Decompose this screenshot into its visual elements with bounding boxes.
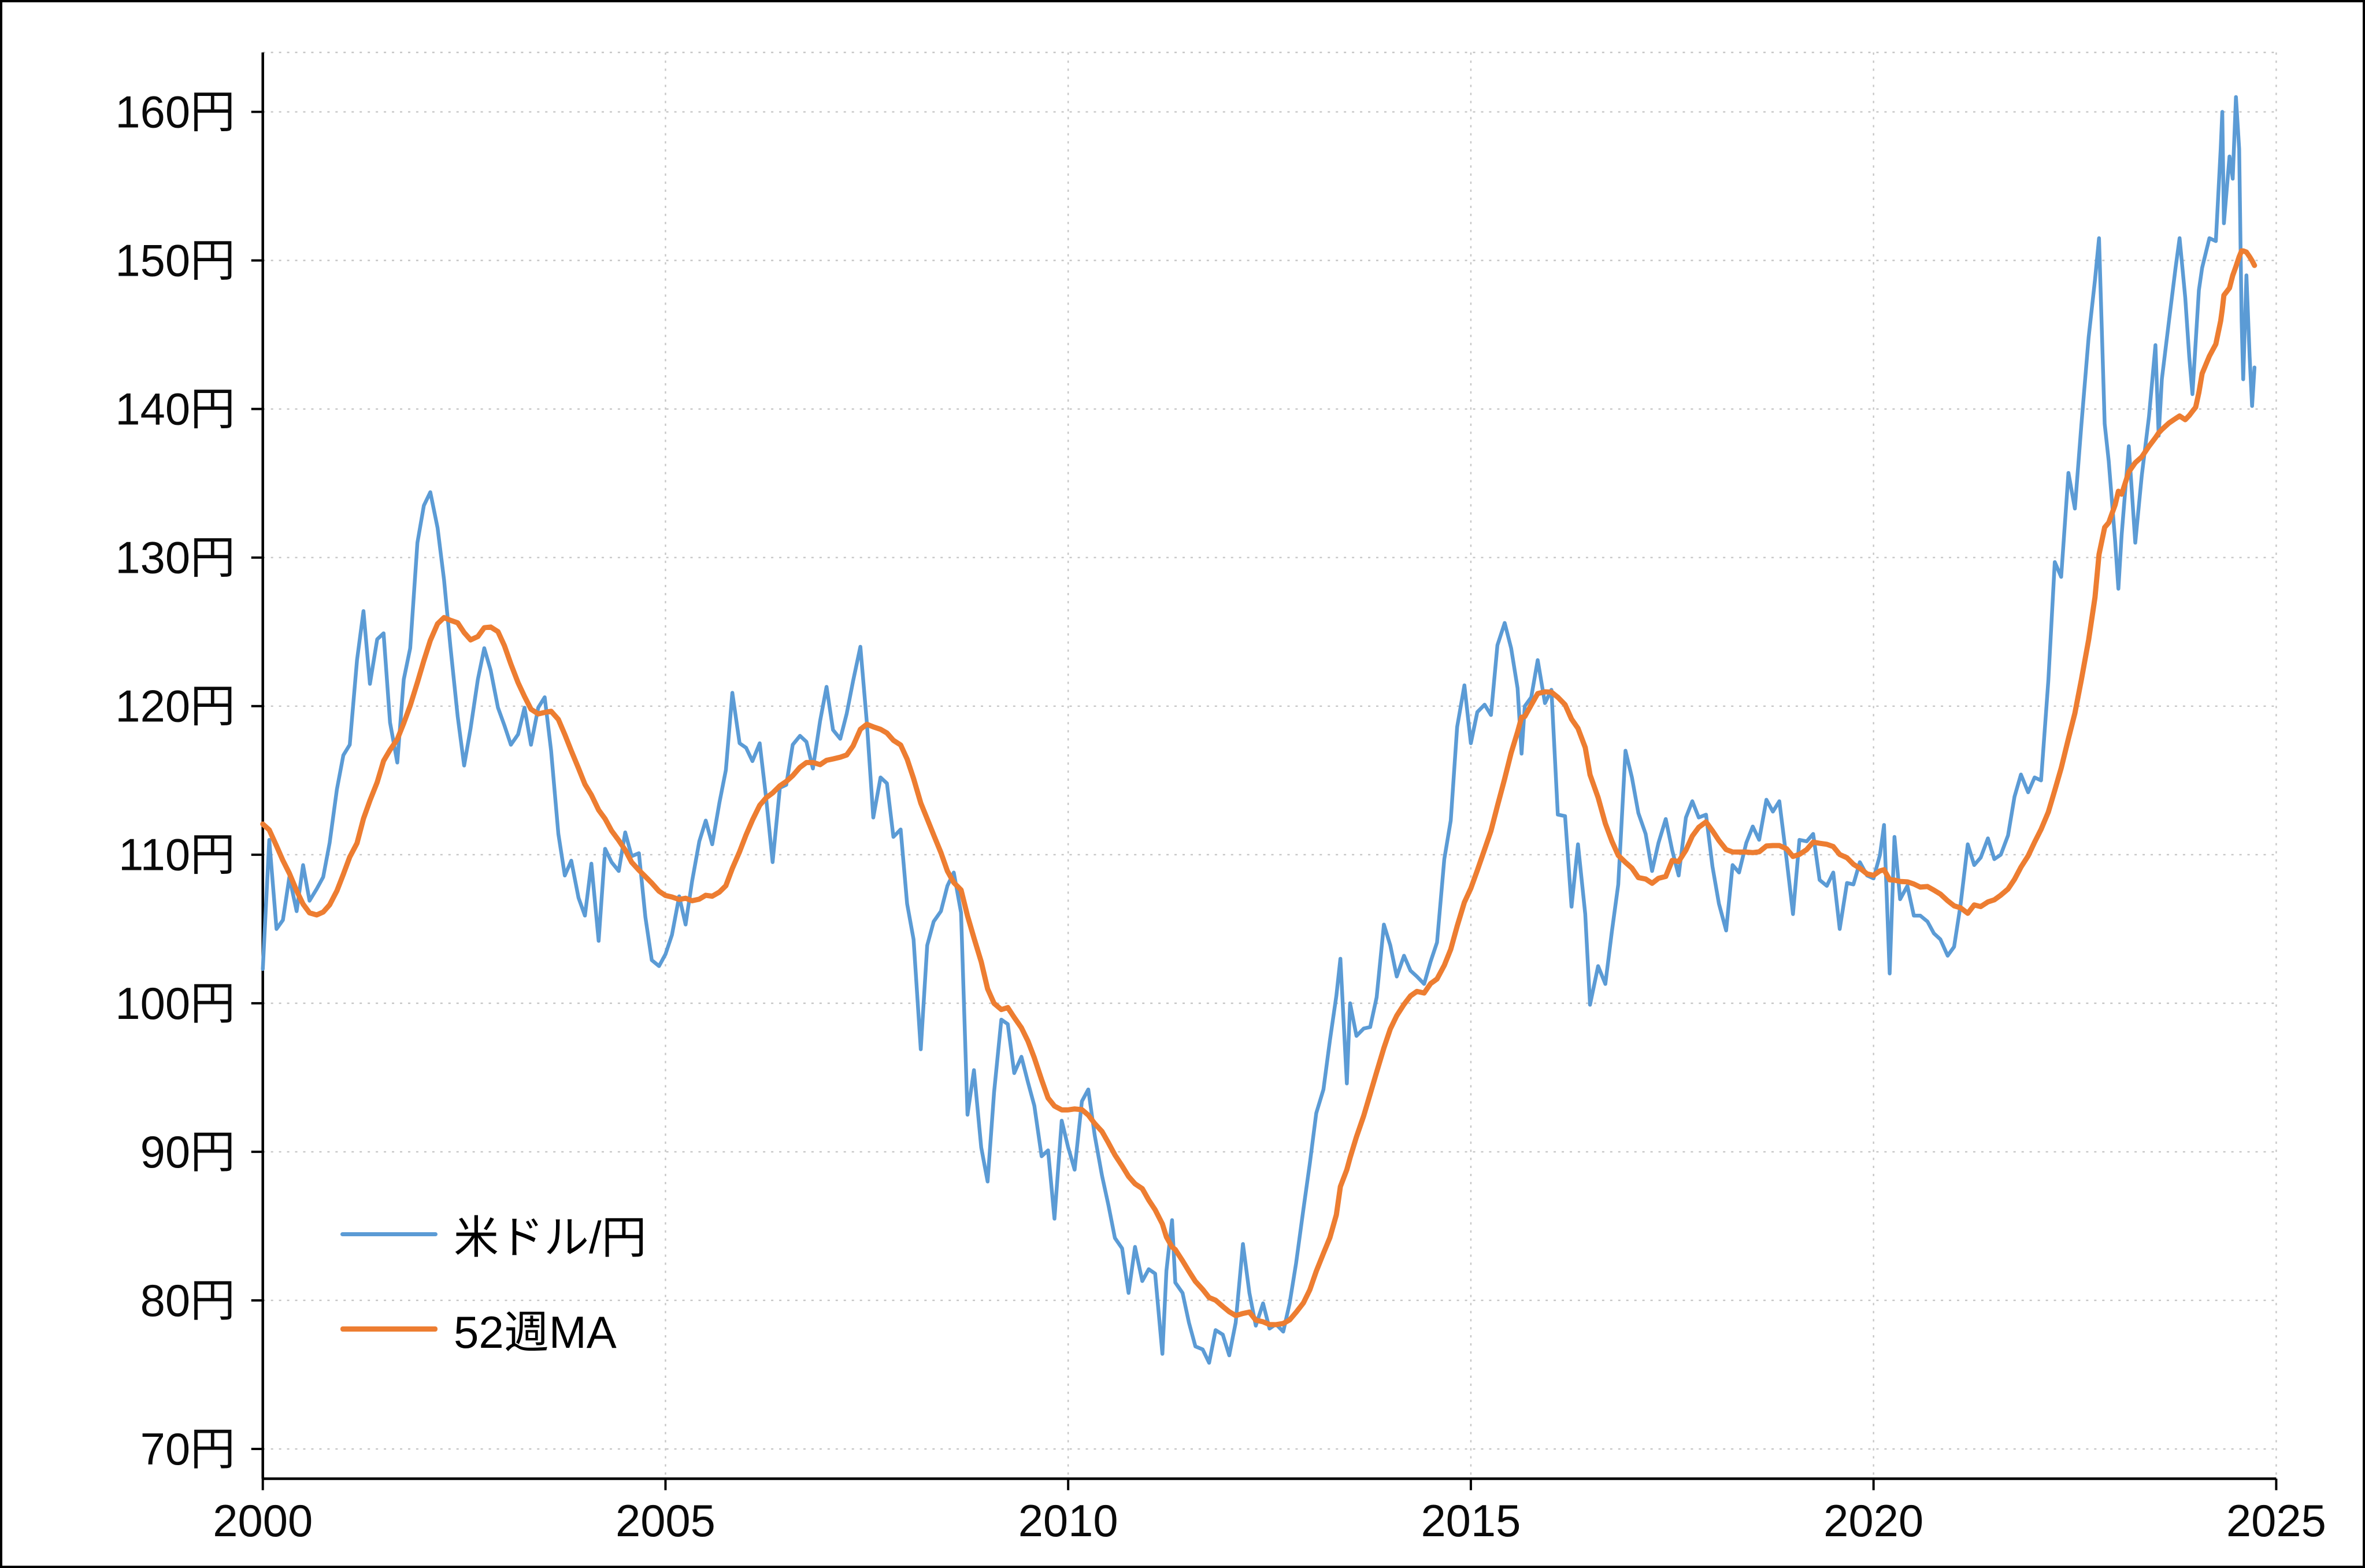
- y-tick-label: 110円: [118, 831, 235, 880]
- series-ma-line: [260, 248, 2258, 1328]
- legend-item-ma: 52週MA: [340, 1296, 647, 1361]
- x-tick-label: 2015: [1421, 1496, 1521, 1546]
- y-tick-label: 90円: [140, 1128, 235, 1177]
- y-tick-label: 130円: [115, 533, 235, 583]
- legend: 米ドル/円 52週MA: [340, 1202, 647, 1361]
- x-tick-label: 2010: [1018, 1496, 1118, 1546]
- series-usdjpy-line: [261, 95, 2257, 1365]
- x-tick-label: 2025: [2226, 1496, 2326, 1546]
- y-tick-label: 140円: [115, 385, 235, 435]
- x-tick-label: 2005: [616, 1496, 716, 1546]
- x-tick-label: 2020: [1823, 1496, 1923, 1546]
- y-tick-label: 100円: [115, 979, 235, 1029]
- legend-label-usdjpy: 米ドル/円: [454, 1212, 647, 1263]
- legend-line-usdjpy-icon: [340, 1232, 438, 1236]
- y-tick-label: 120円: [115, 682, 235, 732]
- y-tick-label: 70円: [140, 1425, 235, 1474]
- y-tick-label: 160円: [115, 87, 235, 137]
- legend-label-ma: 52週MA: [454, 1307, 617, 1358]
- legend-line-ma-icon: [340, 1326, 438, 1332]
- x-tick-label: 2000: [213, 1496, 313, 1546]
- y-tick-label: 80円: [140, 1276, 235, 1326]
- legend-item-usdjpy: 米ドル/円: [340, 1202, 647, 1266]
- y-tick-label: 150円: [115, 236, 235, 286]
